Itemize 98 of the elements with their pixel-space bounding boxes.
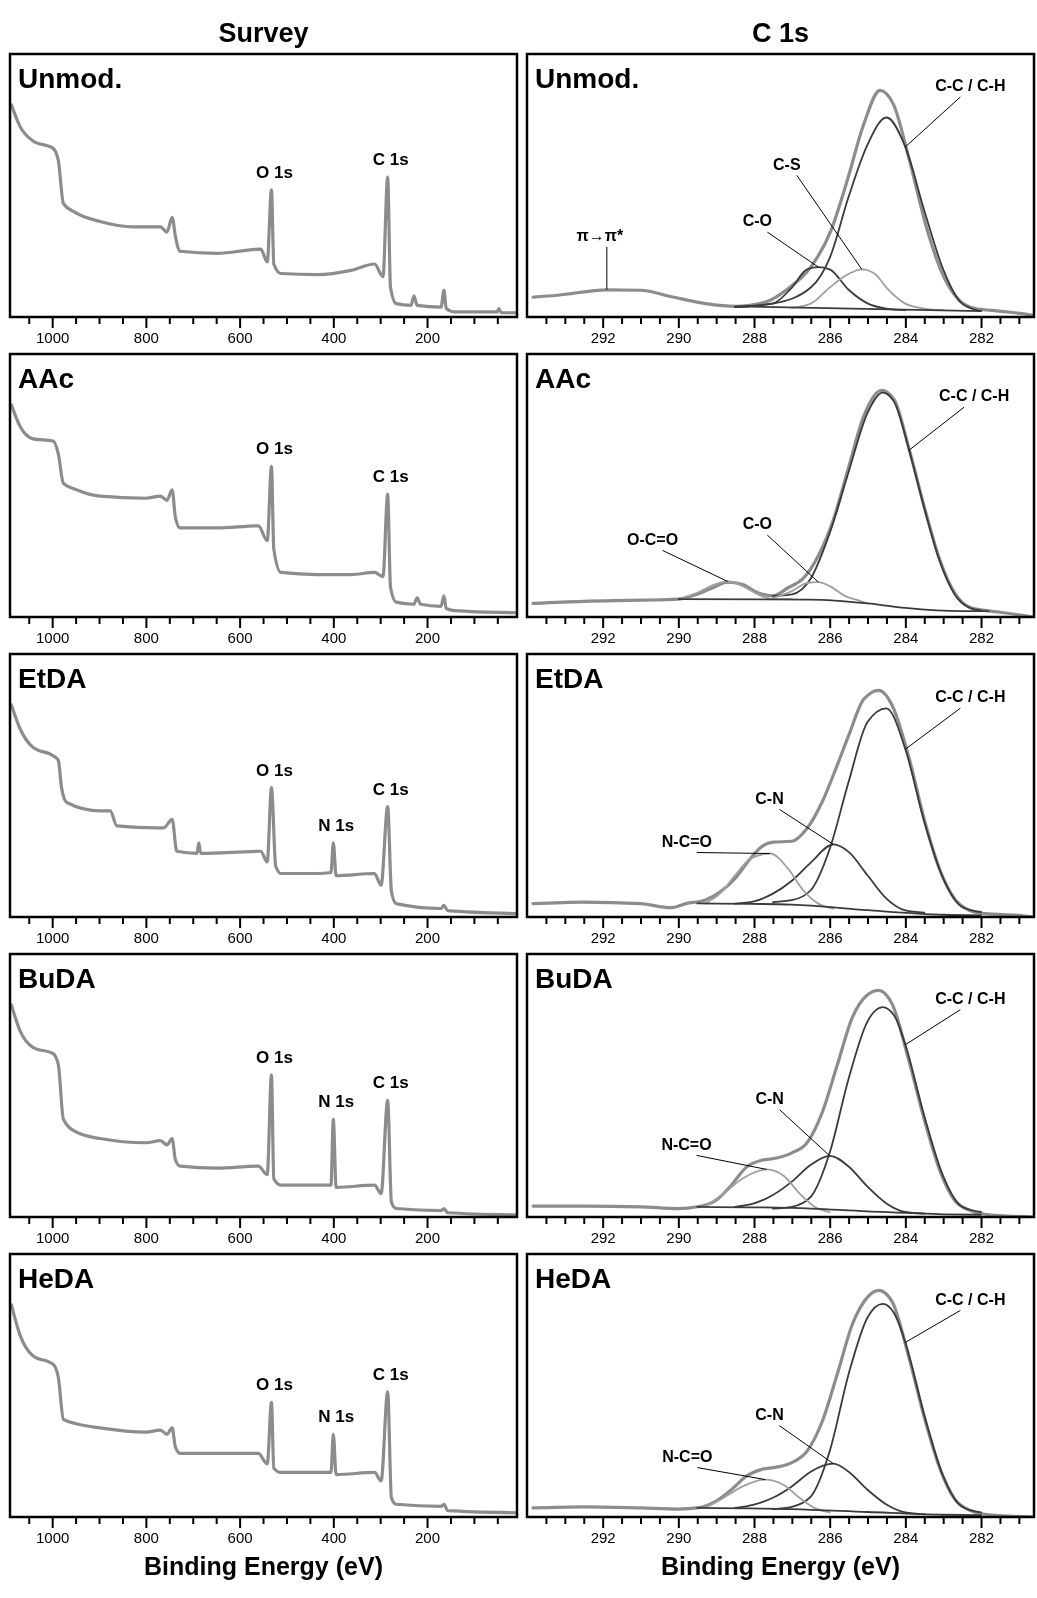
x-tick-label: 292 — [590, 1529, 616, 1547]
x-tick-label: 282 — [969, 929, 995, 947]
x-tick-label: 600 — [227, 929, 253, 947]
x-tick-label: 286 — [817, 1529, 843, 1547]
annotation: C-O — [742, 515, 772, 533]
x-tick-label: 1000 — [35, 329, 70, 347]
chart-subtitle: HeDA — [535, 1263, 612, 1294]
annotation: C 1s — [372, 1364, 409, 1384]
x-tick-label: 800 — [133, 629, 159, 647]
x-tick-label: 400 — [321, 629, 347, 647]
annotation: N-C=O — [661, 1135, 712, 1153]
annotation: N 1s — [318, 815, 355, 835]
x-tick-label: 282 — [969, 329, 995, 347]
x-tick-label: 800 — [133, 329, 159, 347]
x-tick-label: 400 — [321, 1229, 347, 1247]
x-tick-label: 400 — [321, 929, 347, 947]
x-tick-label: 290 — [666, 629, 692, 647]
x-tick-label: 292 — [590, 329, 616, 347]
annotation: C-N — [755, 1405, 784, 1423]
annotation: C-O — [742, 212, 772, 230]
annotation: C-C / C-H — [935, 77, 1006, 95]
x-axis-title: Binding Energy (eV) — [144, 1552, 383, 1580]
x-tick-label: 200 — [415, 1229, 441, 1247]
x-tick-label: 286 — [817, 329, 843, 347]
annotation: O 1s — [256, 760, 293, 780]
x-tick-label: 288 — [742, 329, 768, 347]
x-tick-label: 600 — [227, 1229, 253, 1247]
x-tick-label: 1000 — [35, 929, 70, 947]
x-tick-label: 290 — [666, 1529, 692, 1547]
chart-title: C 1s — [751, 18, 810, 48]
annotation: C-N — [755, 1090, 784, 1108]
x-tick-label: 600 — [227, 329, 253, 347]
x-tick-label: 284 — [893, 929, 919, 947]
chart-subtitle: EtDA — [18, 663, 87, 694]
x-tick-label: 292 — [590, 629, 616, 647]
chart-subtitle: Unmod. — [18, 63, 123, 94]
x-axis-title: Binding Energy (eV) — [661, 1552, 900, 1580]
x-tick-label: 1000 — [35, 629, 70, 647]
x-tick-label: 286 — [817, 629, 843, 647]
x-tick-label: 282 — [969, 629, 995, 647]
annotation: O 1s — [256, 1047, 293, 1067]
annotation: C-C / C-H — [935, 1290, 1006, 1308]
x-tick-label: 800 — [133, 1229, 159, 1247]
x-tick-label: 200 — [415, 329, 441, 347]
annotation: O-C=O — [626, 530, 679, 548]
x-tick-label: 292 — [590, 1229, 616, 1247]
chart-subtitle: AAc — [18, 363, 75, 394]
chart-subtitle: HeDA — [18, 1263, 95, 1294]
annotation: C 1s — [372, 466, 409, 486]
x-tick-label: 200 — [415, 629, 441, 647]
annotation: C 1s — [372, 779, 409, 799]
annotation: C-N — [755, 789, 784, 807]
annotation: C-C / C-H — [939, 387, 1010, 405]
chart-subtitle: EtDA — [535, 663, 604, 694]
x-tick-label: 288 — [742, 1529, 768, 1547]
x-tick-label: 288 — [742, 929, 768, 947]
x-tick-label: 200 — [415, 1529, 441, 1547]
x-tick-label: 290 — [666, 929, 692, 947]
annotation: C 1s — [372, 1073, 409, 1093]
x-tick-label: 292 — [590, 929, 616, 947]
x-tick-label: 284 — [893, 329, 919, 347]
x-tick-label: 600 — [227, 629, 253, 647]
x-tick-label: 290 — [666, 329, 692, 347]
x-tick-label: 200 — [415, 929, 441, 947]
x-tick-label: 400 — [321, 1529, 347, 1547]
x-tick-label: 600 — [227, 1529, 253, 1547]
x-tick-label: 1000 — [35, 1529, 70, 1547]
x-tick-label: 800 — [133, 929, 159, 947]
x-tick-label: 284 — [893, 1229, 919, 1247]
x-tick-label: 288 — [742, 629, 768, 647]
annotation: N 1s — [318, 1092, 355, 1112]
x-tick-label: 284 — [893, 629, 919, 647]
annotation: O 1s — [256, 1375, 293, 1395]
x-tick-label: 800 — [133, 1529, 159, 1547]
annotation: C-C / C-H — [935, 989, 1006, 1007]
x-tick-label: 288 — [742, 1229, 768, 1247]
annotation: C-C / C-H — [935, 688, 1006, 706]
chart-subtitle: BuDA — [18, 963, 96, 994]
x-tick-label: 1000 — [35, 1229, 70, 1247]
x-tick-label: 282 — [969, 1229, 995, 1247]
chart-subtitle: BuDA — [535, 963, 613, 994]
chart-subtitle: Unmod. — [535, 63, 640, 94]
x-tick-label: 286 — [817, 929, 843, 947]
annotation: C 1s — [372, 150, 409, 170]
x-tick-label: 284 — [893, 1529, 919, 1547]
x-tick-label: 286 — [817, 1229, 843, 1247]
annotation: N-C=O — [661, 832, 713, 850]
chart-title: Survey — [218, 18, 309, 48]
annotation: N 1s — [318, 1407, 355, 1427]
x-tick-label: 400 — [321, 329, 347, 347]
annotation: O 1s — [256, 439, 293, 459]
annotation: O 1s — [256, 162, 293, 182]
annotation: N-C=O — [662, 1447, 713, 1465]
x-tick-label: 282 — [969, 1529, 995, 1547]
annotation: C-S — [773, 155, 801, 173]
annotation: π→π* — [576, 227, 624, 245]
x-tick-label: 290 — [666, 1229, 692, 1247]
chart-subtitle: AAc — [535, 363, 592, 394]
